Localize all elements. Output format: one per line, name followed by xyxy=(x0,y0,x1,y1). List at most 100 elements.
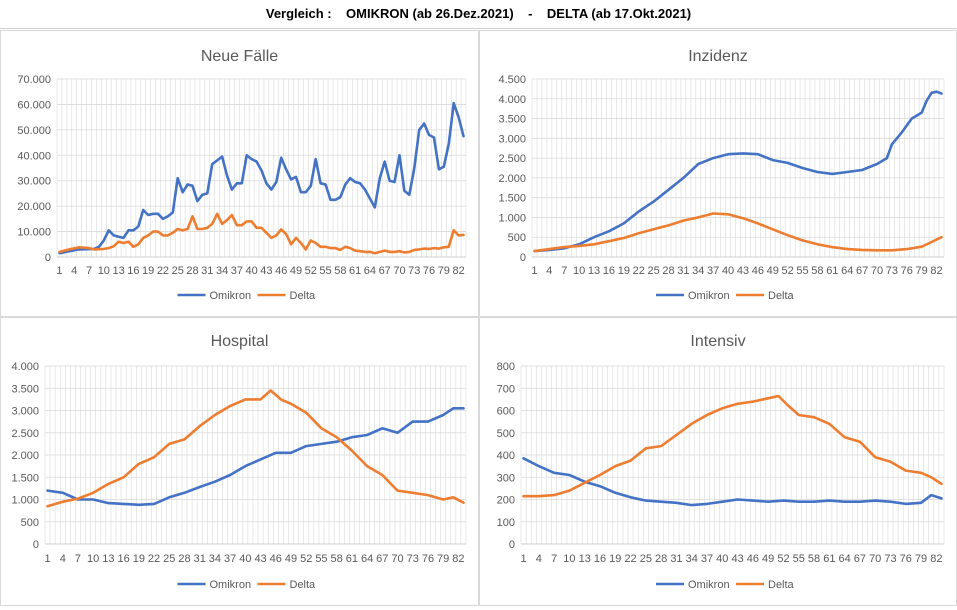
x-tick-label: 82 xyxy=(452,553,464,565)
x-tick-label: 67 xyxy=(854,553,866,565)
x-tick-label: 4 xyxy=(546,265,552,277)
x-tick-label: 76 xyxy=(901,265,913,277)
x-tick-label: 31 xyxy=(670,553,682,565)
x-tick-label: 13 xyxy=(102,553,114,565)
x-tick-label: 22 xyxy=(157,265,169,277)
series-line-delta xyxy=(533,212,943,253)
y-tick-label: 3.500 xyxy=(11,383,39,395)
x-tick-label: 22 xyxy=(624,553,636,565)
x-tick-label: 13 xyxy=(588,265,600,277)
x-tick-label: 73 xyxy=(886,265,898,277)
x-tick-label: 61 xyxy=(349,265,361,277)
y-tick-label: 500 xyxy=(21,517,39,529)
x-tick-label: 4 xyxy=(71,265,77,277)
y-tick-label: 0 xyxy=(33,539,39,551)
y-tick-label: 500 xyxy=(508,232,526,244)
legend-label-delta: Delta xyxy=(290,290,317,302)
chart-panel-hospital: Hospital 0 500 1.000 1.500 2.000 2.500 3.000 3.5… xyxy=(0,317,479,606)
x-tick-label: 70 xyxy=(393,265,405,277)
x-tick-label: 64 xyxy=(361,553,373,565)
y-tick-label: 800 xyxy=(497,361,515,373)
x-tick-label: 55 xyxy=(315,553,327,565)
x-tick-label: 43 xyxy=(737,265,749,277)
x-tick-label: 82 xyxy=(452,265,464,277)
chart-panel-inzidenz: Inzidenz 0 500 1.000 1.500 2.000 2.500 3.000 3.5… xyxy=(479,30,957,317)
legend-label-delta: Delta xyxy=(768,290,795,302)
y-tick-label: 600 xyxy=(497,406,515,418)
x-tick-label: 70 xyxy=(871,265,883,277)
page-title: Vergleich : OMIKRON (ab 26.Dez.2021) - D… xyxy=(265,6,692,21)
x-tick-label: 22 xyxy=(148,553,160,565)
x-tick-label: 79 xyxy=(915,553,927,565)
x-tick-label: 34 xyxy=(216,265,228,277)
series-line-delta xyxy=(46,389,465,508)
x-tick-label: 82 xyxy=(930,553,942,565)
x-tick-label: 1 xyxy=(531,265,537,277)
legend-label-delta: Delta xyxy=(290,579,317,591)
x-tick-label: 19 xyxy=(618,265,630,277)
x-tick-label: 28 xyxy=(186,265,198,277)
x-tick-label: 52 xyxy=(782,265,794,277)
x-tick-label: 64 xyxy=(841,265,853,277)
y-tick-label: 200 xyxy=(497,495,515,507)
x-tick-label: 40 xyxy=(239,553,251,565)
series-line-delta xyxy=(58,212,465,255)
x-tick-label: 79 xyxy=(438,265,450,277)
x-tick-label: 37 xyxy=(224,553,236,565)
x-tick-label: 76 xyxy=(423,265,435,277)
x-tick-label: 64 xyxy=(838,553,850,565)
legend-label-omikron: Omikron xyxy=(210,579,252,591)
y-tick-label: 400 xyxy=(497,450,515,462)
x-tick-label: 58 xyxy=(331,553,343,565)
chart-panel-intensiv: Intensiv 0 100 200 300 400 500 600 700 800 1 4 7 10 13… xyxy=(479,317,957,606)
chart-svg-hospital: Hospital 0 500 1.000 1.500 2.000 2.500 3.000 3.5… xyxy=(11,333,467,591)
x-tick-label: 52 xyxy=(305,265,317,277)
header-bar: Vergleich : OMIKRON (ab 26.Dez.2021) - D… xyxy=(0,0,957,29)
x-tick-label: 55 xyxy=(319,265,331,277)
x-tick-label: 43 xyxy=(260,265,272,277)
x-tick-label: 49 xyxy=(762,553,774,565)
x-tick-label: 13 xyxy=(579,553,591,565)
chart-title: Neue Fälle xyxy=(201,48,278,65)
x-tick-label: 16 xyxy=(594,553,606,565)
y-tick-label: 0 xyxy=(509,539,515,551)
x-tick-label: 67 xyxy=(379,265,391,277)
x-tick-label: 79 xyxy=(437,553,449,565)
x-tick-label: 82 xyxy=(930,265,942,277)
y-tick-label: 40.000 xyxy=(17,150,51,162)
chart-svg-neue-faelle: Neue Fälle 0 10.000 20.000 30.000 40.000 50.00… xyxy=(17,48,467,302)
x-tick-label: 61 xyxy=(823,553,835,565)
x-tick-label: 7 xyxy=(75,553,81,565)
x-tick-label: 67 xyxy=(376,553,388,565)
x-tick-label: 31 xyxy=(194,553,206,565)
x-tick-label: 73 xyxy=(408,265,420,277)
x-tick-label: 40 xyxy=(246,265,258,277)
y-tick-label: 500 xyxy=(497,428,515,440)
y-tick-label: 1.500 xyxy=(11,472,39,484)
x-tick-label: 46 xyxy=(275,265,287,277)
y-tick-label: 3.500 xyxy=(498,114,526,126)
x-tick-label: 19 xyxy=(142,265,154,277)
series-line-delta xyxy=(522,394,943,498)
x-tick-label: 55 xyxy=(796,265,808,277)
x-tick-label: 28 xyxy=(655,553,667,565)
y-tick-label: 300 xyxy=(497,472,515,484)
x-tick-label: 4 xyxy=(536,553,542,565)
chart-svg-intensiv: Intensiv 0 100 200 300 400 500 600 700 800 1 4 7 10 13… xyxy=(497,333,945,591)
x-tick-label: 7 xyxy=(561,265,567,277)
y-tick-label: 1.000 xyxy=(498,212,526,224)
y-tick-label: 0 xyxy=(520,252,526,264)
x-tick-label: 58 xyxy=(808,553,820,565)
x-tick-label: 25 xyxy=(640,553,652,565)
y-tick-label: 2.500 xyxy=(11,428,39,440)
y-tick-label: 2.000 xyxy=(498,173,526,185)
x-tick-label: 70 xyxy=(869,553,881,565)
x-tick-label: 1 xyxy=(56,265,62,277)
x-tick-label: 25 xyxy=(172,265,184,277)
x-tick-label: 16 xyxy=(603,265,615,277)
legend-label-delta: Delta xyxy=(768,579,795,591)
x-tick-label: 46 xyxy=(747,553,759,565)
x-tick-label: 10 xyxy=(98,265,110,277)
x-tick-label: 19 xyxy=(133,553,145,565)
x-tick-label: 46 xyxy=(270,553,282,565)
